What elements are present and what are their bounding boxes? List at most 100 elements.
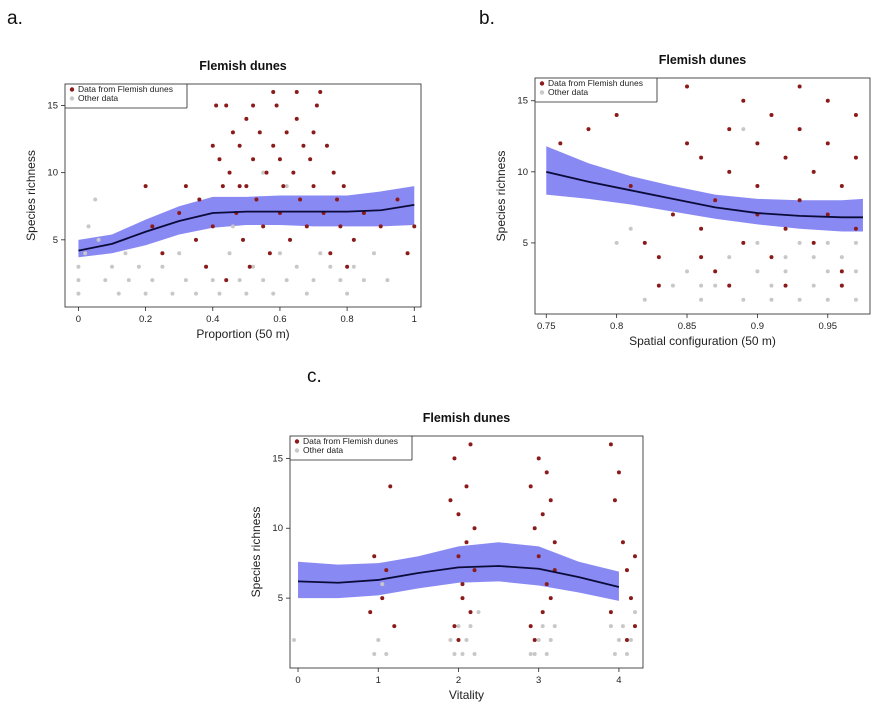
x-tick-label: 1 [412,314,417,325]
point-flemish-data [656,255,661,260]
point-other-data [624,652,629,657]
point-flemish-data [811,169,816,174]
y-tick-label: 10 [517,167,528,178]
point-other-data [536,638,541,643]
point-other-data [632,610,637,615]
legend-marker [539,81,545,86]
point-flemish-data [472,568,477,573]
point-flemish-data [699,255,704,260]
point-flemish-data [558,141,563,146]
point-other-data [150,278,155,283]
point-flemish-data [713,198,718,203]
point-other-data [548,638,553,643]
y-tick-label: 5 [278,593,283,604]
y-tick-label: 15 [47,100,58,111]
point-other-data [123,251,128,256]
point-flemish-data [384,568,389,573]
point-flemish-data [261,224,266,229]
point-flemish-data [632,624,637,629]
point-flemish-data [372,554,377,559]
point-flemish-data [214,103,219,108]
point-other-data [277,251,282,256]
point-flemish-data [839,269,844,274]
point-other-data [783,255,788,260]
point-other-data [292,638,297,643]
point-other-data [304,291,309,296]
panel-letter-a: a. [7,8,23,29]
point-other-data [143,291,148,296]
point-flemish-data [825,141,830,146]
y-tick-label: 10 [47,168,58,179]
point-flemish-data [314,103,319,108]
x-axis-label: Vitality [449,688,484,702]
x-axis-label: Spatial configuration (50 m) [629,334,776,348]
point-other-data [372,652,377,657]
fit-line [78,204,415,252]
point-flemish-data [783,283,788,288]
point-other-data [825,269,830,274]
point-other-data [642,297,647,302]
point-flemish-data [338,224,343,229]
point-other-data [376,638,381,643]
point-other-data [76,278,81,283]
point-flemish-data [755,184,760,189]
point-other-data [544,652,549,657]
point-flemish-data [277,157,282,162]
point-flemish-data [448,498,453,503]
point-flemish-data [825,98,830,103]
point-flemish-data [177,210,182,215]
point-flemish-data [797,198,802,203]
point-flemish-data [741,98,746,103]
point-flemish-data [395,197,400,202]
point-flemish-data [328,251,333,256]
point-other-data [217,291,222,296]
chart-title: Flemish dunes [659,53,747,67]
point-flemish-data [532,638,537,643]
point-flemish-data [241,237,245,242]
point-flemish-data [204,264,209,269]
point-flemish-data [699,226,704,231]
x-tick-label: 0.85 [678,321,697,332]
point-flemish-data [230,130,235,135]
point-flemish-data [853,155,858,160]
y-tick-label: 15 [272,453,283,464]
point-flemish-data [528,484,533,489]
point-flemish-data [345,264,350,269]
point-flemish-data [825,212,830,217]
point-other-data [193,291,198,296]
point-other-data [284,184,289,189]
point-flemish-data [251,103,256,108]
point-flemish-data [586,127,591,132]
confidence-band [546,146,863,232]
point-other-data [385,278,390,283]
legend-marker [69,87,75,92]
x-tick-label: 1 [376,675,381,686]
point-other-data [103,278,108,283]
point-flemish-data [298,197,303,202]
point-other-data [110,264,115,269]
point-other-data [311,278,316,283]
point-flemish-data [797,84,802,89]
point-other-data [741,297,746,302]
point-flemish-data [143,184,148,189]
point-other-data [76,291,81,296]
point-flemish-data [727,283,732,288]
legend-entry: Other data [548,87,588,97]
fit-line [546,170,863,219]
x-tick-label: 2 [456,675,461,686]
point-other-data [699,297,704,302]
point-flemish-data [532,526,537,531]
x-tick-label: 4 [616,675,621,686]
legend-entry: Data from Flemish dunes [548,78,643,88]
point-flemish-data [217,157,222,162]
point-other-data [853,269,858,274]
point-flemish-data [244,116,249,121]
point-flemish-data [656,283,661,288]
point-flemish-data [741,240,746,245]
point-flemish-data [853,226,858,231]
point-flemish-data [150,224,155,229]
point-other-data [464,638,469,643]
point-other-data [797,240,802,245]
